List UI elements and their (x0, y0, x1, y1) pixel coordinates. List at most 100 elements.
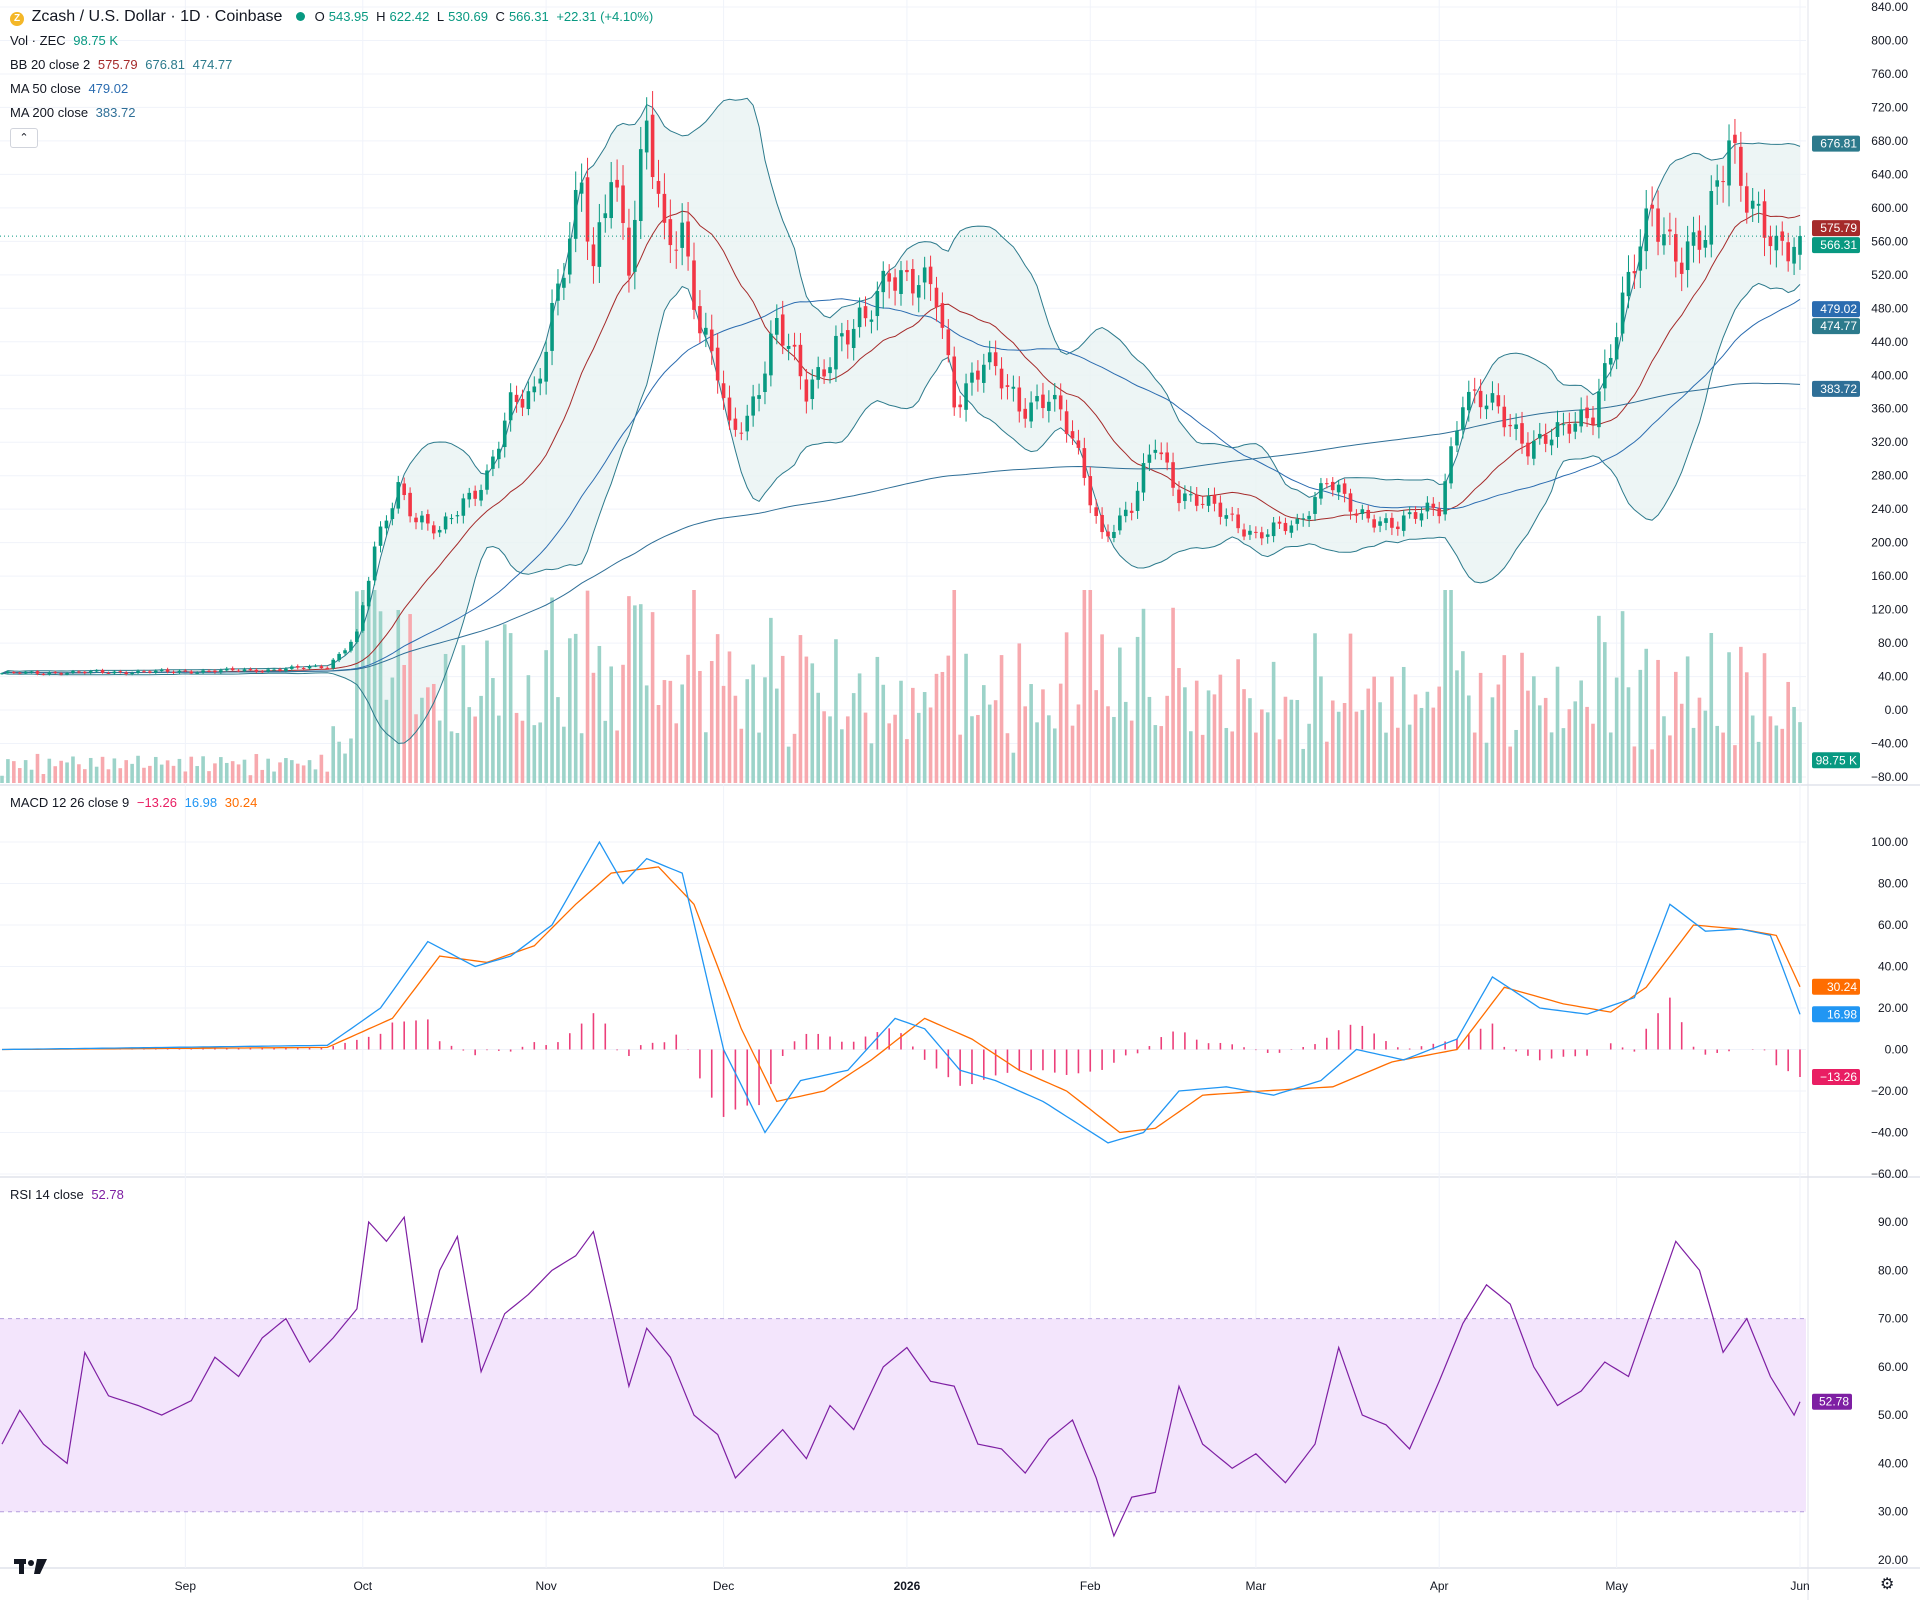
candle-body (47, 672, 52, 675)
volume-bar (1336, 711, 1341, 783)
volume-bar (1419, 707, 1424, 783)
candle-body (1585, 407, 1589, 419)
volume-bar (1165, 695, 1169, 783)
price-tick-label: 360.00 (1871, 402, 1908, 416)
volume-bar (325, 771, 330, 783)
candle-body (940, 303, 945, 328)
candle-body (1384, 518, 1388, 523)
volume-bar (1259, 709, 1264, 783)
volume-bar (307, 760, 312, 783)
volume-bar (745, 679, 750, 783)
price-axis-label-box (1812, 237, 1860, 254)
candle-body (88, 671, 93, 673)
volume-value: 98.75 K (73, 33, 119, 48)
volume-bar (1289, 699, 1294, 783)
candle-body (1638, 246, 1643, 271)
volume-bar (828, 716, 832, 783)
tradingview-logo-icon[interactable] (14, 1556, 48, 1578)
candle-body (698, 306, 702, 334)
price-tick-label: 240.00 (1871, 502, 1908, 516)
volume-bar (739, 728, 744, 783)
price-tick-label: 720.00 (1871, 100, 1908, 114)
volume-bar (1029, 684, 1033, 783)
volume-bar (1064, 632, 1069, 783)
candle-body (455, 515, 460, 517)
volume-bar (497, 715, 501, 783)
volume-bar (301, 765, 306, 783)
candle-body (337, 653, 341, 661)
ma200-legend[interactable]: MA 200 close 383.72 (10, 105, 139, 120)
candle-body (769, 333, 773, 376)
price-tick-label: 840.00 (1871, 0, 1908, 14)
candle-body (1041, 394, 1045, 409)
candle-body (1561, 424, 1566, 426)
rsi-line (1, 1215, 1801, 1538)
volume-legend[interactable]: Vol · ZEC 98.75 K (10, 33, 122, 48)
candle-body (680, 222, 684, 248)
volume-bar (621, 664, 625, 783)
macd-legend[interactable]: MACD 12 26 close 9 −13.26 16.98 30.24 (10, 795, 261, 810)
volume-bar (1248, 698, 1252, 783)
volume-bar (603, 720, 608, 783)
price-tick-label: 400.00 (1871, 368, 1908, 382)
candle-body (71, 671, 75, 673)
volume-bar (905, 739, 909, 783)
volume-bar (1017, 643, 1022, 783)
volume-bar (420, 697, 424, 783)
candle-body (1733, 134, 1737, 143)
candle-body (1697, 230, 1702, 250)
candle-body (366, 580, 371, 607)
candle-body (1472, 389, 1477, 391)
volume-bar (798, 635, 803, 783)
ohlc-close-label: C (495, 9, 505, 24)
volume-bar (1786, 681, 1790, 783)
volume-bar (71, 756, 75, 783)
volume-bar (993, 700, 998, 783)
volume-bar (1177, 668, 1181, 783)
candle-body (1466, 391, 1471, 411)
volume-bar (1070, 725, 1075, 783)
candle-body (1319, 483, 1323, 499)
volume-bar (224, 762, 229, 783)
volume-bar (384, 699, 389, 783)
volume-bar (887, 723, 891, 783)
volume-bar (597, 645, 602, 783)
time-axis-label: Oct (353, 1579, 372, 1593)
candle-body (905, 269, 909, 273)
candle-body (757, 395, 761, 399)
volume-bar (53, 766, 58, 783)
price-axis-label-box (1812, 752, 1860, 769)
candle-body (29, 671, 34, 673)
candle-body (1378, 521, 1382, 526)
collapse-legend-button[interactable]: ⌃ (10, 128, 38, 148)
ma50-legend[interactable]: MA 50 close 479.02 (10, 81, 132, 96)
volume-bar (1023, 706, 1028, 783)
candle-body (159, 669, 164, 672)
volume-bar (426, 687, 430, 783)
candle-body (319, 666, 324, 669)
candle-body (278, 669, 282, 671)
candle-body (851, 328, 856, 348)
candle-body (1070, 431, 1075, 439)
volume-bar (928, 707, 933, 783)
volume-bar (455, 732, 460, 783)
candle-body (591, 244, 596, 267)
symbol-title[interactable]: Zcash / U.S. Dollar · 1D · Coinbase (31, 8, 283, 25)
candle-body (1715, 180, 1719, 187)
rsi-legend[interactable]: RSI 14 close 52.78 (10, 1187, 128, 1202)
candle-body (822, 369, 826, 377)
bb-legend[interactable]: BB 20 close 2 575.79 676.81 474.77 (10, 57, 236, 72)
volume-bar (1573, 701, 1578, 783)
candle-body (863, 306, 868, 319)
candle-body (224, 668, 229, 671)
candle-body (1313, 497, 1317, 514)
volume-bar (142, 767, 146, 783)
candle-body (520, 398, 525, 408)
gear-icon[interactable]: ⚙ (1880, 1576, 1895, 1593)
volume-bar (260, 769, 265, 783)
volume-bar (834, 639, 838, 783)
price-tick-label: 0.00 (1885, 703, 1909, 717)
candle-body (1218, 502, 1223, 517)
price-tick-label: −40.00 (1871, 737, 1908, 751)
